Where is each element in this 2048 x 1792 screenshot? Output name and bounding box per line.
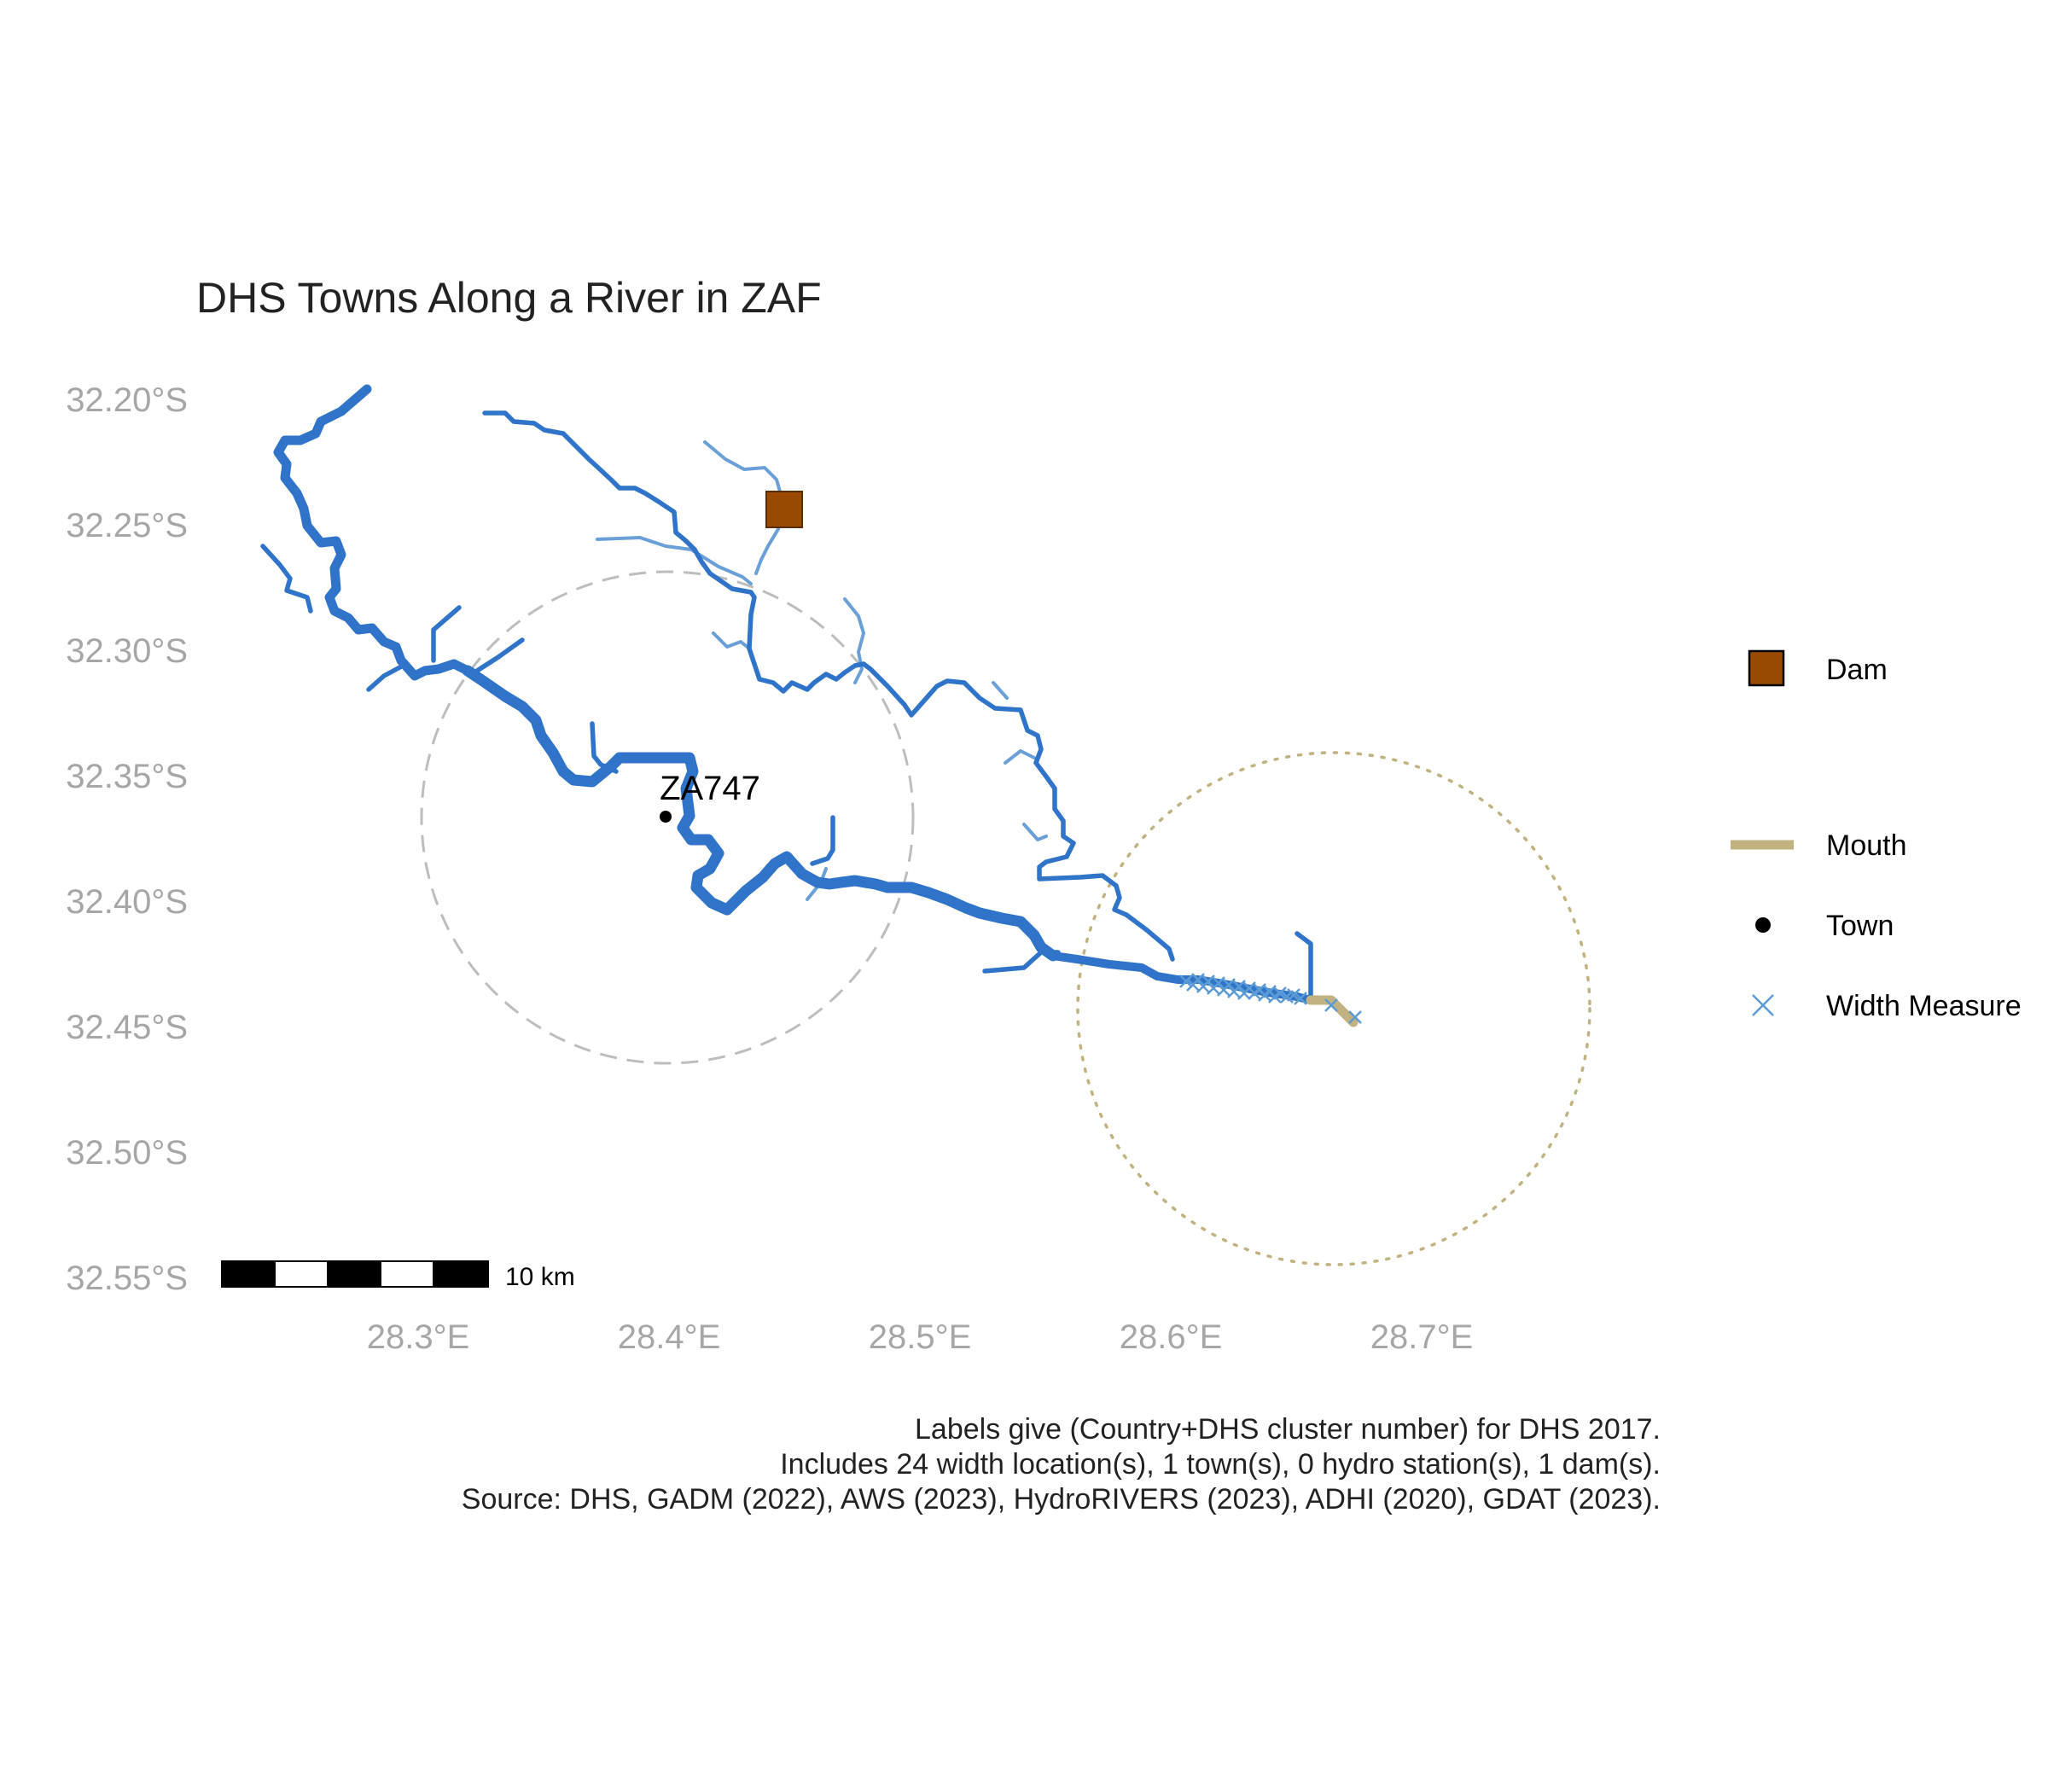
caption-line: Labels give (Country+DHS cluster number)… xyxy=(915,1413,1661,1446)
width-measure-marker xyxy=(1348,1010,1362,1024)
y-tick-label: 32.50°S xyxy=(66,1134,188,1172)
dam-marker xyxy=(765,491,803,528)
width-measure-marker xyxy=(1294,992,1307,1005)
main-river xyxy=(273,384,1315,1004)
scale-bar-segment xyxy=(433,1261,488,1287)
caption-line: Includes 24 width location(s), 1 town(s)… xyxy=(780,1448,1661,1481)
scale-bar-segment xyxy=(380,1260,434,1288)
river-segment xyxy=(366,661,409,692)
y-tick-label: 32.20°S xyxy=(66,381,188,419)
scale-bar-segment xyxy=(222,1261,275,1287)
river-tributary xyxy=(1022,823,1048,841)
town-label: ZA747 xyxy=(660,770,760,807)
river-segment xyxy=(472,637,525,675)
x-tick-label: 28.4°E xyxy=(618,1318,721,1356)
legend-width-measure-icon xyxy=(1752,994,1774,1016)
river-segment xyxy=(260,544,313,614)
x-tick-label: 28.5°E xyxy=(869,1318,972,1356)
legend: Dam Mouth Town Width Measure xyxy=(1731,649,2022,1022)
caption-line: Source: DHS, GADM (2022), AWS (2023), Hy… xyxy=(462,1483,1661,1516)
y-tick-label: 32.25°S xyxy=(66,507,188,544)
width-measure-marker xyxy=(1179,975,1193,988)
legend-dam-icon xyxy=(1748,649,1785,687)
scale-bar-segment xyxy=(274,1260,329,1288)
river-tributary xyxy=(992,681,1009,700)
river-segment xyxy=(1295,931,1313,1003)
mouth-buffer-circle xyxy=(1076,751,1591,1266)
x-tick-label: 28.3°E xyxy=(367,1318,470,1356)
y-tick-label: 32.40°S xyxy=(66,883,188,921)
river-segment xyxy=(810,815,835,866)
legend-label-width-measure: Width Measure xyxy=(1826,990,2022,1022)
y-tick-label: 32.30°S xyxy=(66,632,188,670)
river-tributary xyxy=(596,536,753,585)
width-measure-marker xyxy=(1287,988,1300,1002)
width-measure-marker xyxy=(1273,986,1287,1000)
legend-label-mouth: Mouth xyxy=(1826,829,1907,862)
town-marker xyxy=(660,811,672,823)
y-tick-label: 32.45°S xyxy=(66,1009,188,1046)
river-tributary xyxy=(712,631,751,650)
legend-town-icon xyxy=(1755,917,1771,933)
scale-bar: 10 km xyxy=(221,1260,575,1291)
x-axis-labels: 28.3°E 28.4°E 28.5°E 28.6°E 28.7°E xyxy=(367,1318,1474,1356)
legend-label-dam: Dam xyxy=(1826,654,1888,686)
river-tributary xyxy=(1004,749,1036,765)
scale-bar-label: 10 km xyxy=(505,1263,575,1291)
river-segment xyxy=(482,410,1175,962)
river-main-upper xyxy=(273,384,473,681)
river-mouth xyxy=(1306,995,1359,1027)
scale-bar-segment xyxy=(328,1261,381,1287)
river-main-middle xyxy=(462,665,1059,962)
width-measure-marker xyxy=(1324,998,1338,1012)
town-buffer-circle xyxy=(420,570,915,1065)
river-tributary xyxy=(843,597,865,684)
river-segment xyxy=(431,605,462,663)
width-measures xyxy=(1179,973,1362,1024)
legend-label-town: Town xyxy=(1826,910,1894,942)
y-axis-labels: 32.20°S 32.25°S 32.30°S 32.35°S 32.40°S … xyxy=(66,381,188,1297)
x-tick-label: 28.6°E xyxy=(1120,1318,1223,1356)
x-tick-label: 28.7°E xyxy=(1370,1318,1474,1356)
y-tick-label: 32.35°S xyxy=(66,758,188,795)
caption: Labels give (Country+DHS cluster number)… xyxy=(462,1413,1661,1516)
y-tick-label: 32.55°S xyxy=(66,1260,188,1297)
river-main-lower xyxy=(1049,951,1315,1004)
map-title: DHS Towns Along a River in ZAF xyxy=(196,274,822,322)
minor-tributaries xyxy=(596,440,1048,901)
